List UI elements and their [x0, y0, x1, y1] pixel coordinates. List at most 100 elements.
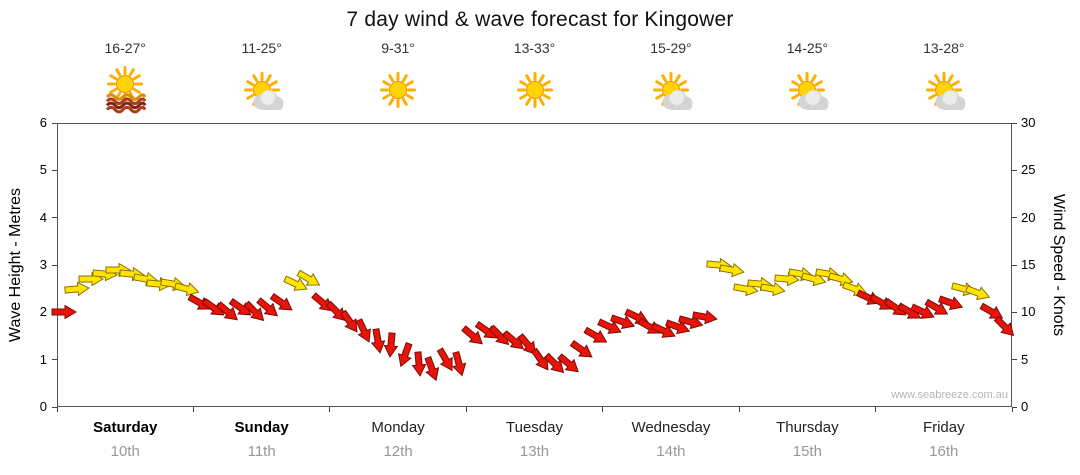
wind-arrow [281, 271, 311, 296]
right-axis-tick [1012, 264, 1017, 266]
wind-arrow [294, 266, 325, 293]
right-axis-tick-label: 20 [1021, 209, 1036, 225]
x-axis-tick [329, 407, 331, 412]
temperature-range: 11-25° [241, 40, 282, 56]
x-axis-tick [875, 407, 877, 412]
chart-title: 7 day wind & wave forecast for Kingower [346, 8, 734, 31]
day-date: 15th [792, 443, 822, 460]
day-date: 10th [110, 443, 140, 460]
right-axis-tick [1012, 217, 1017, 219]
wind-arrow [908, 300, 938, 325]
wind-arrow [759, 279, 787, 299]
day-name: Tuesday [506, 419, 563, 436]
day-date: 14th [656, 443, 686, 460]
wind-arrow [936, 291, 966, 315]
temperature-range: 16-27° [104, 40, 146, 56]
right-axis-tick-label: 5 [1021, 351, 1029, 367]
wind-arrow [267, 289, 297, 317]
right-axis-tick [1012, 169, 1017, 171]
plot-area [57, 123, 1012, 407]
left-axis-tick-label: 2 [39, 304, 47, 320]
day-name: Monday [371, 419, 425, 436]
wind-arrow [393, 340, 417, 370]
sun-waves-icon [100, 66, 150, 123]
x-axis-tick [465, 407, 467, 412]
left-axis-tick [52, 122, 57, 124]
wind-arrow [212, 298, 242, 327]
wind-arrow [199, 294, 229, 322]
temperature-range: 9-31° [381, 40, 415, 56]
left-axis-tick [52, 359, 57, 361]
right-axis-tick [1012, 311, 1017, 313]
wind-arrow [976, 299, 1007, 326]
sun-cloud-icon [237, 66, 287, 123]
wind-arrow [922, 294, 953, 321]
sun-icon [373, 66, 423, 123]
wind-arrow [64, 280, 91, 298]
wind-arrow [432, 344, 459, 375]
wind-arrow [963, 281, 993, 305]
sun-cloud-icon [919, 66, 969, 123]
day-name: Saturday [93, 419, 158, 436]
temperature-range: 14-25° [786, 40, 829, 56]
wind-arrow [458, 322, 488, 351]
left-axis-tick [52, 406, 57, 408]
right-axis-tick [1012, 359, 1017, 361]
wind-arrow [513, 330, 542, 360]
right-axis-title: Wind Speed - Knots [1050, 193, 1067, 337]
wind-arrow [663, 315, 693, 339]
wind-arrow [51, 304, 77, 320]
left-axis-tick-label: 3 [39, 257, 47, 272]
wind-arrow [691, 307, 719, 327]
sun-cloud-icon [782, 66, 832, 123]
wind-arrow [608, 310, 638, 334]
left-axis-tick-label: 4 [39, 209, 47, 225]
x-axis-tick [1011, 407, 1013, 412]
left-axis-tick [52, 217, 57, 219]
wind-arrow [336, 307, 364, 337]
wind-arrow [240, 297, 270, 327]
wind-arrow [226, 294, 256, 322]
sun-cloud-icon [646, 66, 696, 123]
wind-arrow [448, 350, 470, 379]
temperature-range: 13-33° [513, 40, 556, 56]
wind-arrow [367, 327, 387, 355]
left-axis-tick [52, 264, 57, 266]
wind-arrow [382, 332, 400, 359]
wind-arrow [322, 297, 352, 327]
day-date: 13th [519, 443, 550, 460]
right-axis-tick-label: 10 [1021, 304, 1036, 320]
wind-arrow [718, 260, 746, 280]
left-axis-tick-label: 0 [39, 399, 47, 414]
day-name: Friday [922, 419, 965, 436]
right-axis-tick [1012, 122, 1017, 124]
left-axis-tick [52, 169, 57, 171]
day-date: 16th [929, 443, 959, 460]
temperature-range: 13-28° [923, 40, 965, 56]
day-name: Wednesday [631, 419, 711, 436]
x-axis-tick [738, 407, 740, 412]
wind-arrow [567, 336, 597, 364]
x-axis-tick [192, 407, 194, 412]
right-axis-tick-label: 30 [1021, 115, 1036, 130]
wind-arrow [649, 319, 679, 344]
left-axis-tick-label: 6 [39, 115, 47, 130]
wind-arrow [253, 293, 283, 322]
wind-arrow [990, 312, 1020, 342]
day-date: 11th [247, 443, 276, 460]
x-axis-tick [56, 407, 58, 412]
right-axis-tick-label: 25 [1021, 162, 1036, 178]
wind-arrow [472, 317, 502, 345]
temperature-range: 15-29° [650, 40, 692, 56]
wind-arrow [499, 326, 529, 355]
wind-arrow [420, 354, 444, 384]
wind-arrow [172, 278, 201, 300]
left-axis-tick-label: 1 [39, 351, 47, 367]
watermark: www.seabreeze.com.au [891, 389, 1008, 401]
wind-arrow [351, 316, 376, 346]
day-name: Sunday [234, 419, 289, 436]
wind-arrow [581, 323, 612, 350]
wind-arrow [800, 268, 829, 290]
right-axis-tick-label: 15 [1021, 257, 1036, 272]
